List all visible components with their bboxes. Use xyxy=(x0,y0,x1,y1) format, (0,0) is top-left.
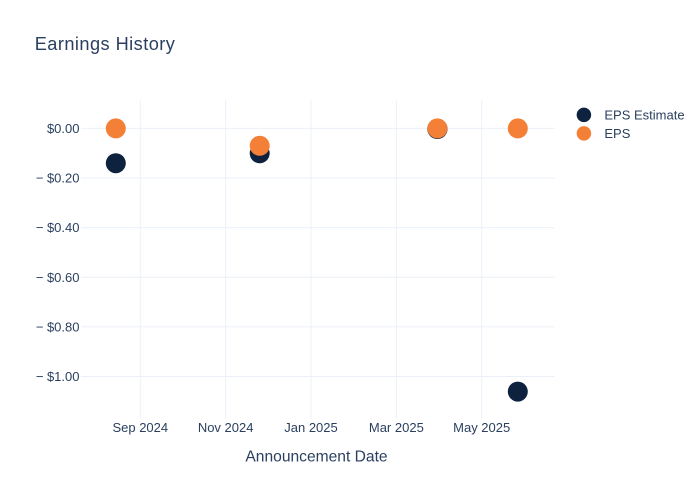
svg-text:May 2025: May 2025 xyxy=(453,420,510,435)
svg-text:Jan 2025: Jan 2025 xyxy=(284,420,338,435)
svg-text:Announcement Date: Announcement Date xyxy=(245,449,387,466)
svg-text:−$1.00: − $1.00 xyxy=(36,369,80,384)
svg-text:−$0.20: − $0.20 xyxy=(36,171,80,186)
svg-text:$0.00: $0.00 xyxy=(47,121,80,136)
svg-text:Mar 2025: Mar 2025 xyxy=(369,420,424,435)
svg-text:Sep 2024: Sep 2024 xyxy=(112,420,168,435)
svg-text:−$0.60: − $0.60 xyxy=(36,270,80,285)
svg-text:EPS: EPS xyxy=(604,126,630,141)
svg-text:−$0.40: − $0.40 xyxy=(36,220,80,235)
svg-text:Nov 2024: Nov 2024 xyxy=(198,420,254,435)
svg-text:−$0.80: − $0.80 xyxy=(36,319,80,334)
svg-text:Earnings History: Earnings History xyxy=(35,34,176,54)
svg-text:EPS Estimate: EPS Estimate xyxy=(604,107,684,122)
